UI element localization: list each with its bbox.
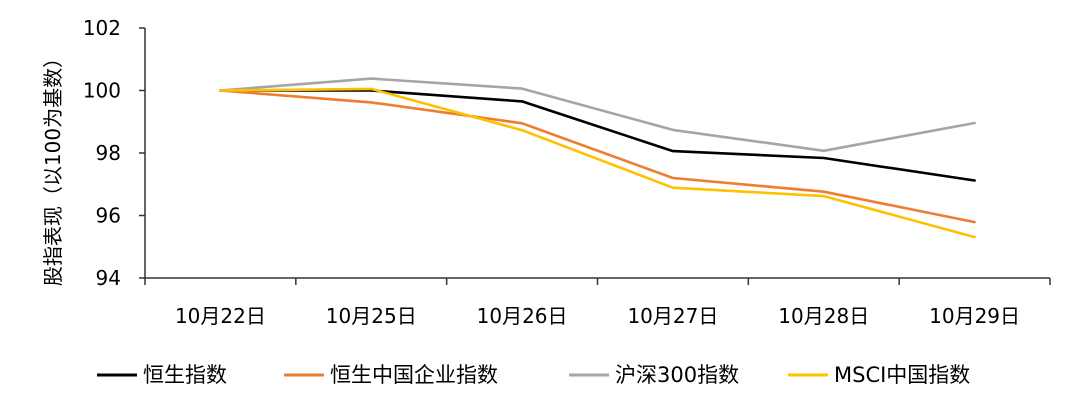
y-tick-label: 100 <box>83 79 121 103</box>
x-tick-label: 10月26日 <box>477 304 568 328</box>
y-tick-label: 98 <box>96 141 121 165</box>
legend-item: 恒生指数 <box>97 363 227 387</box>
y-axis-title: 股指表现（以100为基数） <box>41 48 65 286</box>
legend: 恒生指数 恒生中国企业指数 沪深300指数 MSCI中国指数 <box>97 363 970 387</box>
legend-label: 恒生指数 <box>143 363 227 387</box>
x-tick-label: 10月22日 <box>175 304 266 328</box>
series-line-4 <box>219 87 976 239</box>
y-tick-label: 94 <box>96 266 121 290</box>
legend-item: MSCI中国指数 <box>788 363 970 387</box>
x-tick-label: 10月27日 <box>627 304 718 328</box>
series-line-2 <box>219 89 976 224</box>
series-line-1 <box>219 89 976 182</box>
series-group <box>219 77 976 239</box>
legend-item: 沪深300指数 <box>569 363 739 387</box>
y-tick-label: 102 <box>83 16 121 40</box>
x-tick-label: 10月28日 <box>778 304 869 328</box>
legend-label: 沪深300指数 <box>615 363 739 387</box>
x-tick-label: 10月25日 <box>326 304 417 328</box>
legend-label: 恒生中国企业指数 <box>330 363 498 387</box>
series-line-3 <box>219 77 976 153</box>
legend-item: 恒生中国企业指数 <box>284 363 498 387</box>
x-tick-label: 10月29日 <box>929 304 1020 328</box>
y-tick-label: 96 <box>96 204 121 228</box>
legend-label: MSCI中国指数 <box>834 363 970 387</box>
axes: 94 96 98 100 102 10月22日 10月25日 10月26日 10月27日 10月2… <box>83 16 1051 328</box>
